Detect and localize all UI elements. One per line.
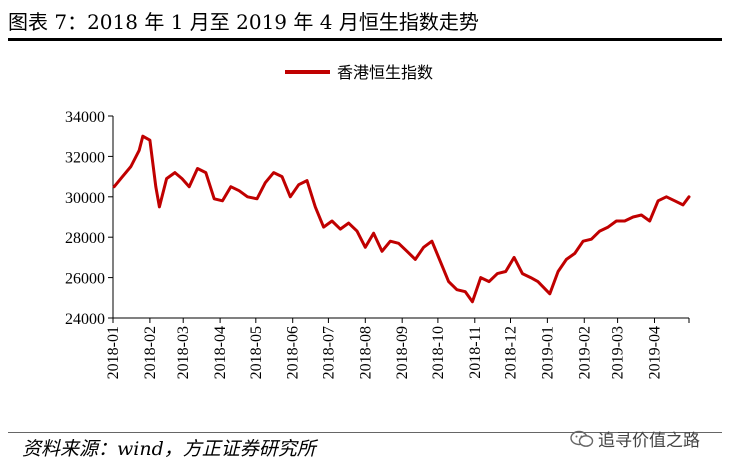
- x-tick-label: 2018-08: [357, 326, 374, 379]
- x-tick-label: 2018-01: [105, 326, 122, 379]
- y-tick-label: 26000: [65, 271, 105, 288]
- x-tick-label: 2018-12: [502, 326, 519, 379]
- x-axis-ticks: 2018-01 2018-02 2018-03 2018-04 2018-05 2018-…: [105, 318, 690, 379]
- wechat-icon: [570, 430, 594, 447]
- watermark-text: 追寻价值之路: [598, 431, 700, 451]
- legend: 香港恒生指数: [285, 63, 433, 82]
- x-tick-label: 2018-05: [248, 326, 265, 379]
- x-tick-label: 2019-04: [646, 326, 663, 379]
- x-tick-label: 2018-06: [285, 326, 302, 379]
- x-tick-label: 2018-10: [430, 326, 447, 379]
- watermark: 追寻价值之路: [570, 426, 700, 451]
- x-tick-label: 2018-04: [212, 326, 229, 379]
- series-line-hsi: [112, 134, 691, 304]
- legend-label: 香港恒生指数: [337, 63, 433, 82]
- axes: [112, 116, 689, 319]
- x-tick-label: 2018-02: [142, 326, 159, 379]
- x-tick-label: 2019-03: [610, 326, 627, 379]
- bottom-rule: [8, 432, 722, 433]
- source-note: 资料来源：wind，方正证券研究所: [22, 438, 316, 460]
- title-rule: [8, 38, 722, 41]
- x-tick-label: 2018-07: [320, 326, 337, 379]
- y-axis-ticks: 24000 26000 28000 30000 32000 34000: [65, 109, 113, 328]
- y-tick-label: 24000: [65, 311, 105, 328]
- x-tick-label: 2019-02: [576, 326, 593, 379]
- y-tick-label: 30000: [65, 190, 105, 207]
- x-tick-label: 2018-09: [394, 326, 411, 379]
- y-tick-label: 32000: [65, 149, 105, 166]
- x-tick-label: 2019-01: [539, 326, 556, 379]
- figure-title: 图表 7：2018 年 1 月至 2019 年 4 月恒生指数走势: [8, 10, 479, 34]
- y-tick-label: 28000: [65, 230, 105, 247]
- x-tick-label: 2018-03: [175, 326, 192, 379]
- y-tick-label: 34000: [65, 109, 105, 126]
- chart: 香港恒生指数 24000 26000 28000 30000 32000 34000 20…: [65, 63, 691, 379]
- x-tick-label: 2018-11: [467, 326, 484, 379]
